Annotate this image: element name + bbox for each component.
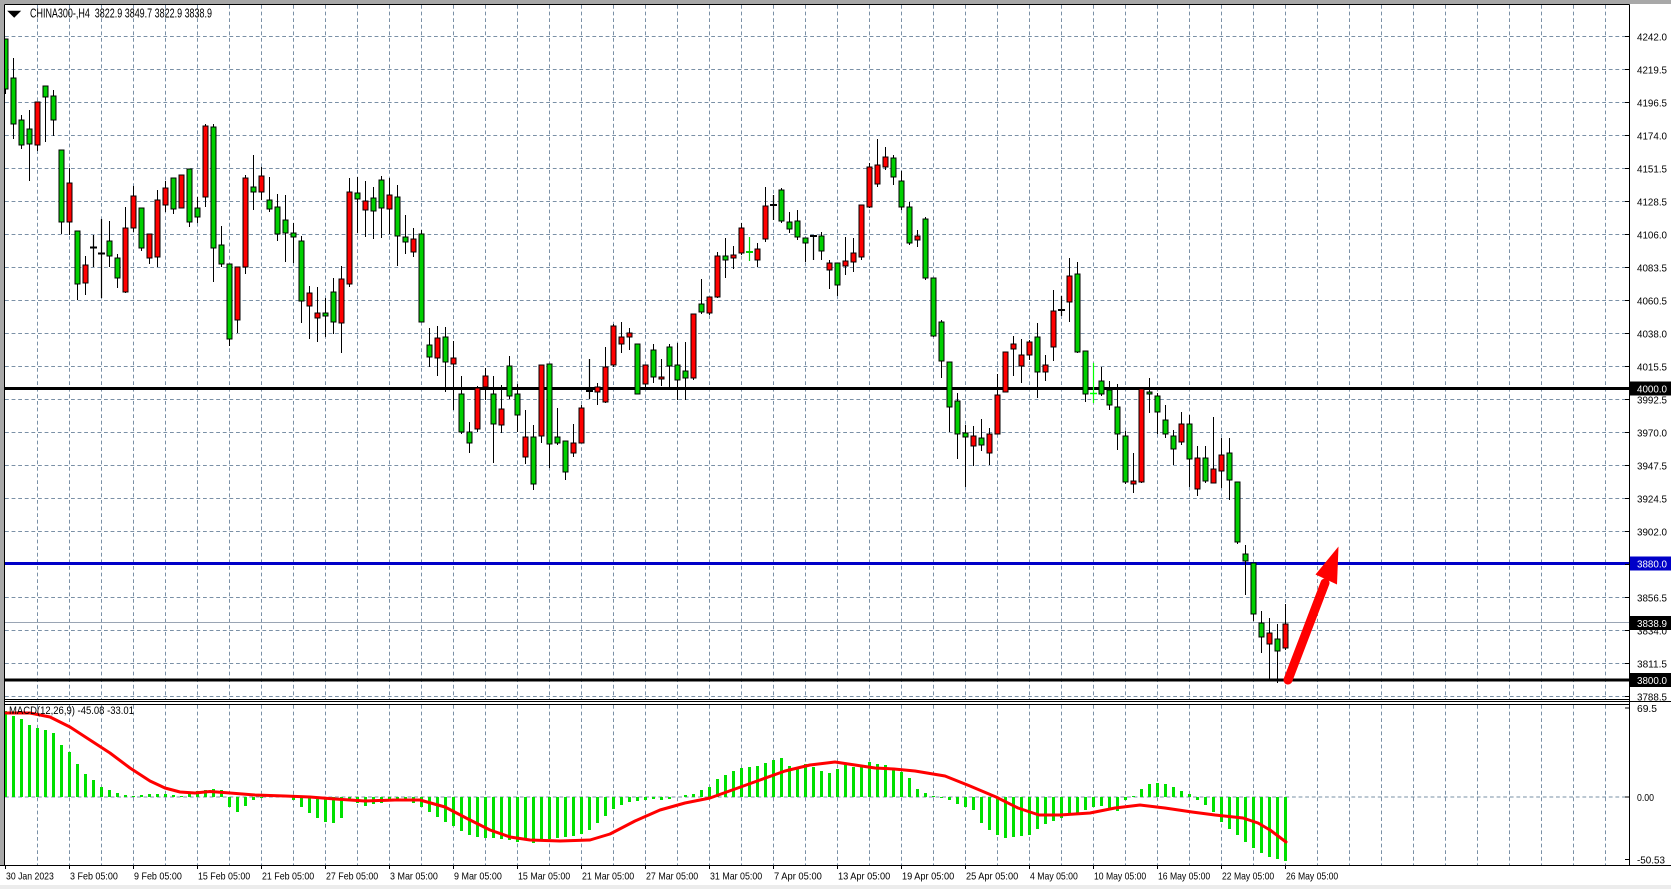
svg-text:13 Apr 05:00: 13 Apr 05:00 [838,871,890,883]
svg-text:0.00: 0.00 [1637,792,1654,804]
svg-text:4 May 05:00: 4 May 05:00 [1030,871,1078,883]
svg-text:4015.5: 4015.5 [1637,361,1667,373]
svg-text:22 May 05:00: 22 May 05:00 [1222,871,1274,883]
svg-text:3 Mar 05:00: 3 Mar 05:00 [390,871,438,883]
svg-text:21 Mar 05:00: 21 Mar 05:00 [582,871,634,883]
svg-text:69.5: 69.5 [1637,703,1657,715]
svg-text:4151.5: 4151.5 [1637,163,1667,175]
svg-text:9 Mar 05:00: 9 Mar 05:00 [454,871,502,883]
svg-text:4174.0: 4174.0 [1637,130,1667,142]
svg-text:-50.53: -50.53 [1637,854,1665,866]
svg-text:30 Jan 2023: 30 Jan 2023 [6,871,54,883]
svg-text:4000.0: 4000.0 [1637,383,1667,395]
svg-text:4242.0: 4242.0 [1637,31,1667,43]
svg-text:19 Apr 05:00: 19 Apr 05:00 [902,871,954,883]
svg-text:3838.9: 3838.9 [1637,618,1667,630]
svg-text:3924.5: 3924.5 [1637,493,1667,505]
svg-text:3902.0: 3902.0 [1637,526,1667,538]
svg-text:4060.5: 4060.5 [1637,295,1667,307]
svg-text:3992.5: 3992.5 [1637,394,1667,406]
svg-text:3800.0: 3800.0 [1637,675,1667,687]
svg-text:MACD(12,26,9) -45.08 -33.01: MACD(12,26,9) -45.08 -33.01 [9,705,134,717]
svg-text:4128.5: 4128.5 [1637,196,1667,208]
svg-text:25 Apr 05:00: 25 Apr 05:00 [966,871,1018,883]
svg-text:4106.0: 4106.0 [1637,229,1667,241]
svg-text:27 Mar 05:00: 27 Mar 05:00 [646,871,698,883]
svg-text:10 May 05:00: 10 May 05:00 [1094,871,1146,883]
svg-text:4196.5: 4196.5 [1637,97,1667,109]
svg-text:4219.5: 4219.5 [1637,64,1667,76]
svg-text:3788.5: 3788.5 [1637,691,1667,703]
svg-text:15 Mar 05:00: 15 Mar 05:00 [518,871,570,883]
svg-text:27 Feb 05:00: 27 Feb 05:00 [326,871,378,883]
svg-text:3880.0: 3880.0 [1637,558,1667,570]
svg-text:16 May 05:00: 16 May 05:00 [1158,871,1210,883]
svg-text:4083.5: 4083.5 [1637,262,1667,274]
svg-text:7 Apr 05:00: 7 Apr 05:00 [774,871,822,883]
svg-text:9 Feb 05:00: 9 Feb 05:00 [134,871,182,883]
svg-text:3811.5: 3811.5 [1637,658,1667,670]
svg-text:3856.5: 3856.5 [1637,592,1667,604]
svg-text:31 Mar 05:00: 31 Mar 05:00 [710,871,762,883]
svg-text:CHINA300-,H4 3822.9 3849.7 38: CHINA300-,H4 3822.9 3849.7 3822.9 3838.9 [30,7,212,21]
svg-text:3947.5: 3947.5 [1637,460,1667,472]
svg-text:15 Feb 05:00: 15 Feb 05:00 [198,871,250,883]
svg-text:26 May 05:00: 26 May 05:00 [1286,871,1338,883]
svg-text:3970.0: 3970.0 [1637,427,1667,439]
svg-text:3 Feb 05:00: 3 Feb 05:00 [70,871,118,883]
svg-text:21 Feb 05:00: 21 Feb 05:00 [262,871,314,883]
svg-text:4038.0: 4038.0 [1637,328,1667,340]
